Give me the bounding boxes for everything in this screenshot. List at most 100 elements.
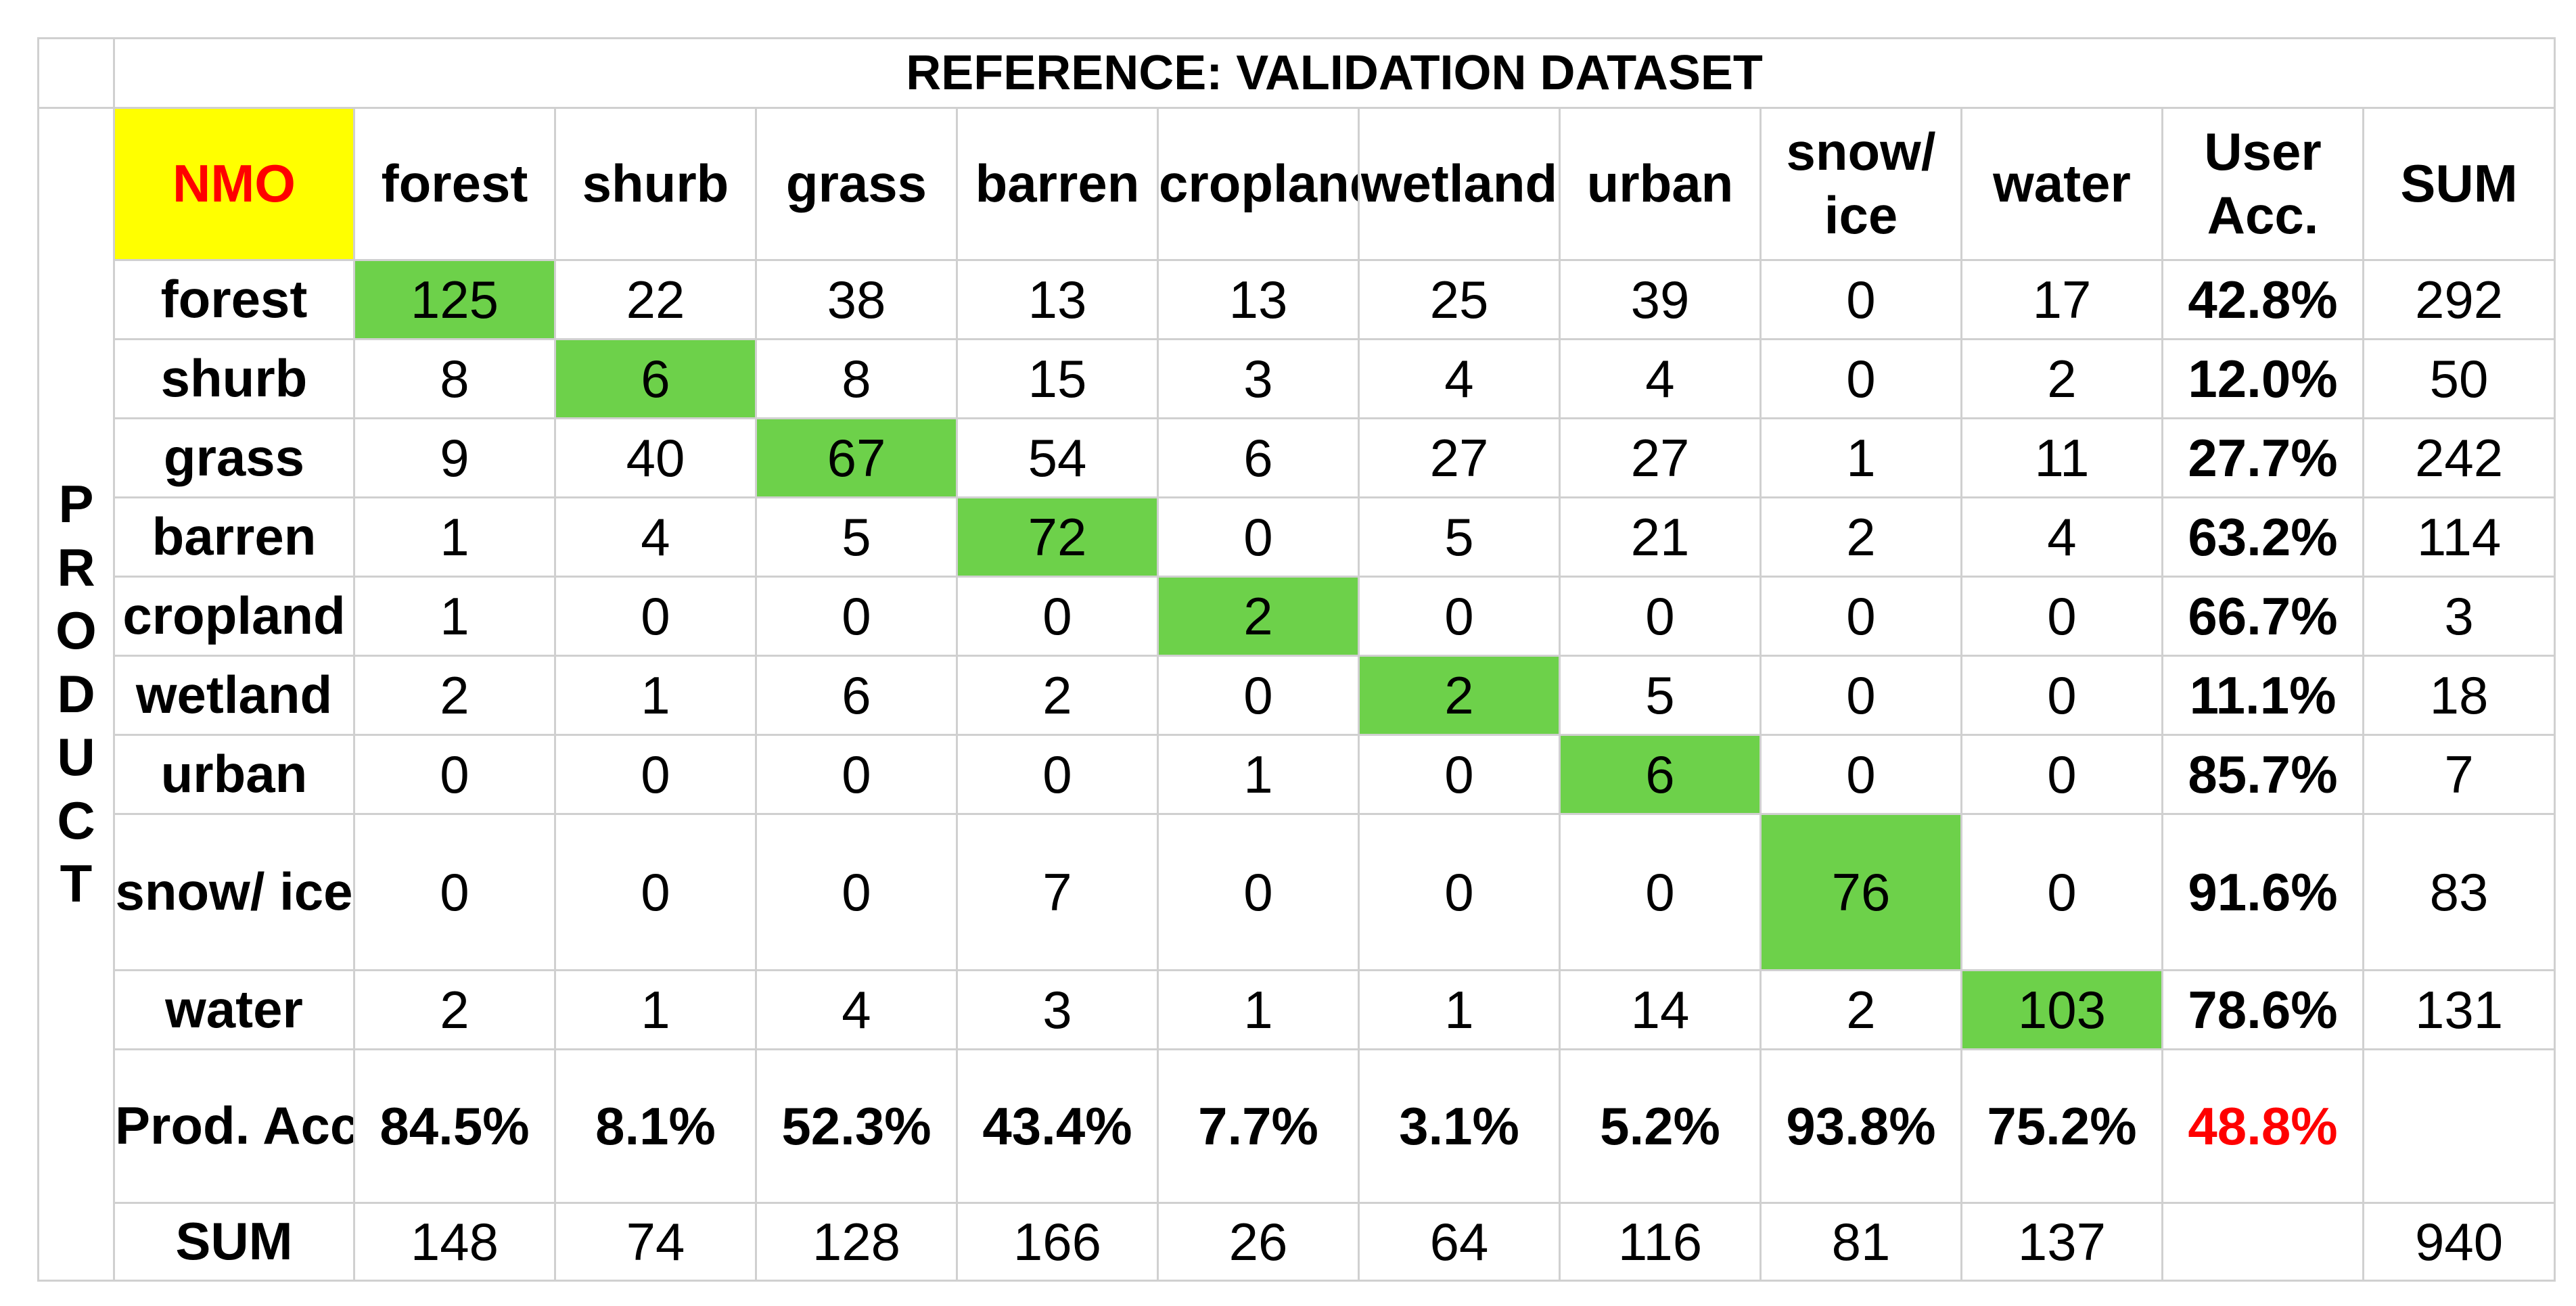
matrix-cell: 0 [1760,734,1962,815]
column-sum-cell: 128 [755,1202,958,1282]
table-title: REFERENCE: VALIDATION DATASET [112,37,2556,109]
row-label: urban [113,734,355,815]
column-sum-cell: 148 [353,1202,556,1282]
grand-total: 940 [2362,1202,2556,1282]
title-row: REFERENCE: VALIDATION DATASET [37,37,2556,109]
matrix-cell: 15 [956,338,1159,419]
prod-acc-cell: 93.8% [1760,1048,1962,1204]
user-acc-cell: 91.6% [2161,813,2364,971]
column-header: urban [1559,107,1762,261]
matrix-cell: 1 [554,969,757,1050]
matrix-cell: 2 [1760,969,1962,1050]
prod-acc-empty-cell [2362,1048,2556,1204]
matrix-cell: 7 [956,813,1159,971]
matrix-cell: 54 [956,417,1159,498]
matrix-cell: 8 [353,338,556,419]
table-row: urban 0 0 0 0 1 0 6 0 0 85.7% 7 [39,734,2556,815]
matrix-cell: 0 [1960,576,2163,657]
prod-acc-cell: 84.5% [353,1048,556,1204]
matrix-cell: 22 [554,259,757,340]
matrix-cell: 27 [1559,417,1762,498]
matrix-cell: 0 [1559,576,1762,657]
matrix-cell: 5 [1559,655,1762,736]
diagonal-cell: 76 [1760,813,1962,971]
matrix-cell: 4 [1358,338,1561,419]
matrix-cell: 3 [1157,338,1360,419]
matrix-cell: 27 [1358,417,1561,498]
row-label: barren [113,496,355,578]
product-letter: U [57,727,95,787]
corner-label: NMO [113,107,355,261]
prod-acc-cell: 52.3% [755,1048,958,1204]
matrix-cell: 11 [1960,417,2163,498]
matrix-cell: 13 [956,259,1159,340]
column-header: shurb [554,107,757,261]
matrix-cell: 0 [1760,576,1962,657]
row-sum-cell: 50 [2362,338,2556,419]
matrix-cell: 0 [1358,813,1561,971]
row-label: forest [113,259,355,340]
prod-acc-cell: 5.2% [1559,1048,1762,1204]
matrix-cell: 13 [1157,259,1360,340]
table-row: forest 125 22 38 13 13 25 39 0 17 42.8% 292 [39,259,2556,340]
matrix-cell: 4 [554,496,757,578]
title-corner-cell [37,37,115,109]
matrix-cell: 1 [1157,734,1360,815]
matrix-cell: 1 [1358,969,1561,1050]
matrix-cell: 0 [353,813,556,971]
matrix-cell: 1 [1760,417,1962,498]
user-acc-cell: 11.1% [2161,655,2364,736]
table-row: wetland 2 1 6 2 0 2 5 0 0 11.1% 18 [39,655,2556,736]
matrix-cell: 2 [1960,338,2163,419]
product-letter: R [57,537,95,597]
matrix-cell: 0 [1559,813,1762,971]
sum-header: SUM [2362,107,2556,261]
row-sum-cell: 131 [2362,969,2556,1050]
matrix-cell: 0 [554,813,757,971]
matrix-cell: 2 [353,969,556,1050]
sum-row-label: SUM [113,1202,355,1282]
matrix-cell: 0 [1358,576,1561,657]
matrix-cell: 0 [554,734,757,815]
matrix-cell: 0 [1358,734,1561,815]
column-sum-cell: 137 [1960,1202,2163,1282]
matrix-cell: 2 [1760,496,1962,578]
matrix-cell: 0 [353,734,556,815]
row-sum-cell: 7 [2362,734,2556,815]
table-row: barren 1 4 5 72 0 5 21 2 4 63.2% 114 [39,496,2556,578]
matrix-cell: 39 [1559,259,1762,340]
product-letter: D [57,663,95,724]
column-header: cropland [1157,107,1360,261]
sum-row: SUM 148 74 128 166 26 64 116 81 137 940 [39,1202,2556,1282]
column-header: wetland [1358,107,1561,261]
column-header: snow/ ice [1760,107,1962,261]
table-row: shurb 8 6 8 15 3 4 4 0 2 12.0% 50 [39,338,2556,419]
matrix-cell: 0 [755,813,958,971]
matrix-cell: 1 [353,496,556,578]
matrix-cell: 5 [755,496,958,578]
matrix-cell: 2 [353,655,556,736]
matrix-cell: 0 [554,576,757,657]
column-header: grass [755,107,958,261]
diagonal-cell: 2 [1358,655,1561,736]
matrix-cell: 0 [1157,813,1360,971]
matrix-cell: 25 [1358,259,1561,340]
matrix-cell: 6 [1157,417,1360,498]
matrix-cell: 9 [353,417,556,498]
diagonal-cell: 67 [755,417,958,498]
diagonal-cell: 103 [1960,969,2163,1050]
prod-acc-cell: 8.1% [554,1048,757,1204]
user-acc-cell: 27.7% [2161,417,2364,498]
product-letter: O [55,601,97,661]
user-acc-cell: 66.7% [2161,576,2364,657]
user-acc-cell: 85.7% [2161,734,2364,815]
row-sum-cell: 3 [2362,576,2556,657]
matrix-cell: 0 [1157,496,1360,578]
row-label: shurb [113,338,355,419]
user-acc-cell: 78.6% [2161,969,2364,1050]
row-label: cropland [113,576,355,657]
row-label: wetland [113,655,355,736]
matrix-cell: 0 [1960,813,2163,971]
